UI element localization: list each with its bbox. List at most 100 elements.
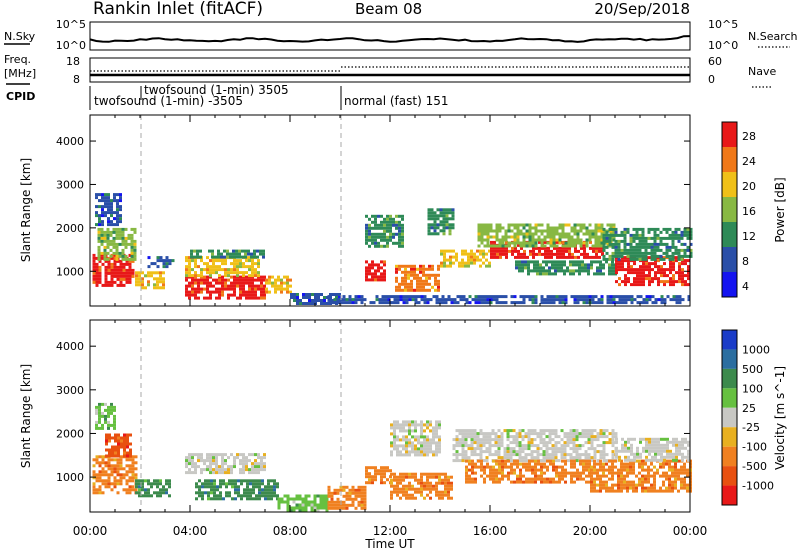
vel-cell	[257, 462, 260, 466]
vel-cell	[470, 438, 474, 442]
vel-cell	[573, 459, 576, 463]
vel-cell	[339, 485, 343, 489]
power-colorbar-tick: 16	[742, 205, 756, 218]
vel-cell	[471, 477, 474, 481]
power-cell	[486, 298, 490, 302]
vel-cell	[429, 475, 432, 479]
vel-cell	[504, 474, 507, 478]
power-cell	[534, 238, 538, 242]
power-cell	[657, 268, 660, 272]
power-cell	[389, 235, 392, 239]
vel-cell	[468, 477, 471, 481]
vel-cell	[330, 497, 334, 501]
power-cell	[227, 293, 230, 297]
vel-cell	[507, 477, 510, 481]
vel-cell	[450, 496, 453, 500]
vel-cell	[107, 476, 111, 480]
vel-cell	[614, 489, 617, 493]
power-cell	[519, 244, 523, 248]
vel-cell	[651, 455, 654, 459]
vel-cell	[588, 459, 591, 463]
vel-cell	[518, 444, 522, 448]
vel-cell	[429, 496, 432, 500]
vel-cell	[377, 472, 380, 476]
power-cell	[365, 229, 368, 233]
vel-cell	[569, 447, 573, 451]
power-cell	[419, 279, 422, 283]
vel-cell	[452, 444, 456, 448]
vel-cell	[531, 477, 534, 481]
vel-cell	[651, 437, 654, 441]
power-cell	[333, 301, 337, 305]
vel-cell	[548, 429, 552, 433]
power-cell	[609, 244, 613, 248]
vel-cell	[540, 474, 543, 478]
power-cell	[689, 254, 693, 258]
power-cell	[470, 249, 473, 253]
vel-cell	[558, 480, 561, 484]
power-cell	[498, 226, 502, 230]
vel-cell	[629, 465, 632, 469]
power-cell	[230, 293, 233, 297]
power-cell	[188, 274, 191, 278]
power-cell	[549, 244, 553, 248]
power-cell	[427, 214, 431, 218]
vel-cell	[251, 468, 254, 472]
power-cell	[196, 255, 199, 259]
power-cell	[191, 281, 194, 285]
power-cell	[434, 276, 437, 280]
vel-patch-5	[195, 479, 279, 501]
power-cell	[119, 268, 123, 272]
power-cell	[445, 211, 449, 215]
power-cell	[106, 242, 110, 246]
power-cell	[185, 290, 188, 294]
vel-cell	[333, 506, 337, 510]
vel-cell	[141, 494, 144, 498]
power-cell	[677, 236, 681, 240]
vel-cell	[264, 494, 267, 498]
vel-cell	[638, 483, 641, 487]
power-cell	[380, 223, 383, 227]
power-colorbar-label: Power [dB]	[773, 177, 787, 242]
power-cell	[561, 223, 565, 227]
power-cell	[662, 242, 666, 246]
vel-cell	[348, 497, 352, 501]
power-cell	[206, 290, 209, 294]
power-cell	[109, 242, 113, 246]
vel-cell	[98, 411, 101, 415]
power-cell	[440, 261, 443, 265]
vel-cell	[515, 435, 519, 439]
power-cell	[576, 241, 580, 245]
vel-cell	[668, 459, 671, 463]
power-cell	[254, 287, 257, 291]
power-cell	[404, 270, 407, 274]
vel-cell	[198, 491, 201, 495]
vel-cell	[674, 477, 677, 481]
power-cell	[188, 290, 191, 294]
power-cell	[442, 223, 446, 227]
power-cell	[611, 263, 614, 267]
power-cell	[191, 287, 194, 291]
power-cell	[365, 275, 368, 279]
power-cell	[436, 232, 440, 236]
vel-cell	[671, 465, 674, 469]
vel-cell	[585, 459, 588, 463]
vel-cell	[554, 450, 558, 454]
vel-cell	[116, 473, 120, 477]
power-cell	[495, 298, 499, 302]
power-cell	[596, 266, 599, 270]
vel-cell	[438, 447, 441, 451]
vel-cell	[405, 444, 408, 448]
power-cell	[542, 269, 545, 273]
power-cell	[374, 235, 377, 239]
power-cell	[657, 271, 660, 275]
vel-cell	[408, 438, 411, 442]
power-cell	[495, 238, 499, 242]
vel-cell	[560, 453, 564, 457]
power-cell	[130, 245, 134, 249]
power-cell	[283, 287, 286, 291]
power-cell	[147, 271, 150, 275]
power-cell	[185, 274, 188, 278]
vel-cell	[486, 474, 489, 478]
power-cell	[480, 238, 484, 242]
